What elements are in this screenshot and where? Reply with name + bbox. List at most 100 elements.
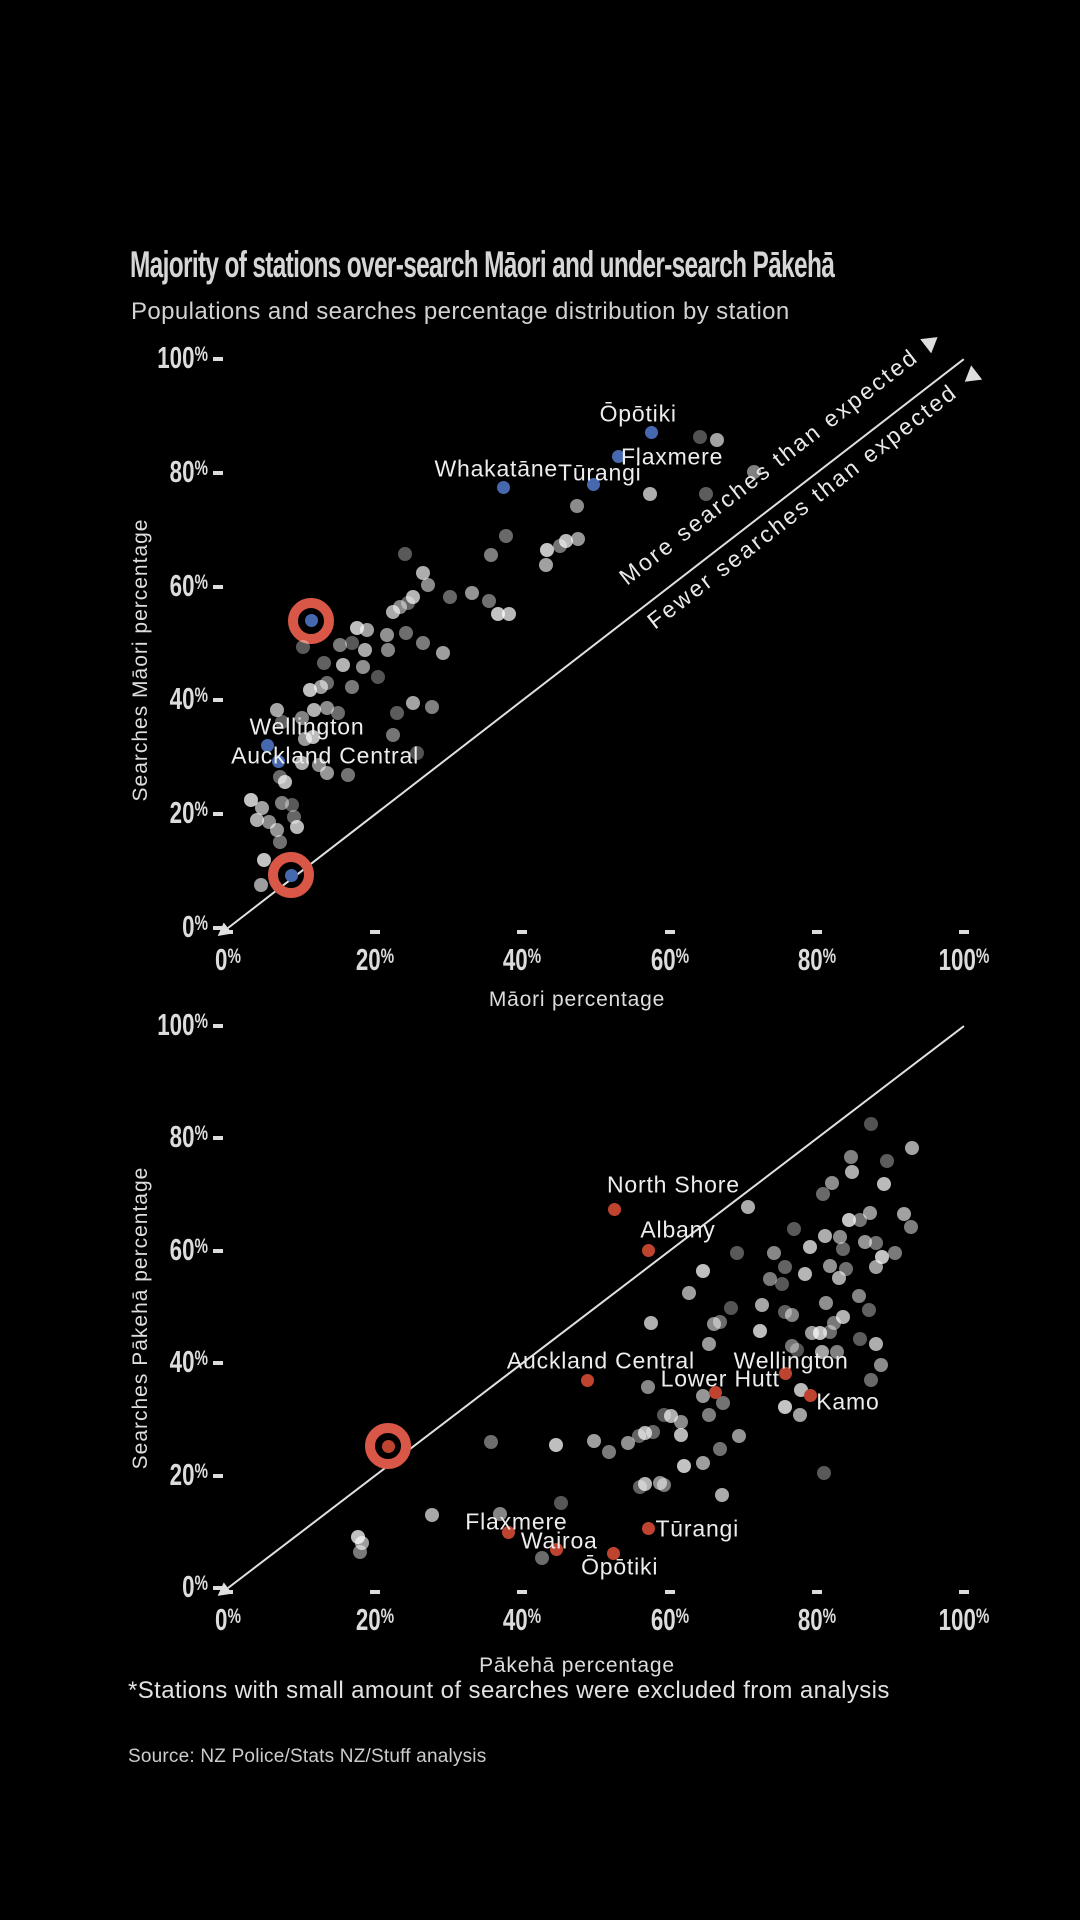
source-credit: Source: NZ Police/Stats NZ/Stuff analysi… (128, 1746, 487, 1767)
scatter-point (553, 1496, 568, 1511)
x-tick-mark (517, 930, 528, 934)
scatter-point (602, 1444, 617, 1459)
scatter-point (862, 1206, 877, 1221)
x-tick-label: 100% (938, 1602, 990, 1637)
scatter-point (483, 1434, 498, 1449)
station-point (804, 1389, 818, 1403)
percent-sign: % (194, 1122, 209, 1146)
station-label: Flaxmere (620, 443, 724, 470)
scatter-point (345, 679, 360, 694)
y-tick-label: 0% (182, 1569, 208, 1604)
scatter-point (873, 1357, 888, 1372)
x-tick-mark (517, 1590, 528, 1594)
scatter-point (320, 766, 335, 781)
y-axis-title-pakeha: Searches Pākehā percentage (129, 1166, 152, 1470)
station-label: Lower Hutt (660, 1365, 780, 1392)
scatter-point (775, 1276, 790, 1291)
x-tick-label: 100% (938, 942, 990, 977)
y-tick-mark (213, 1586, 223, 1590)
station-point (501, 1526, 515, 1540)
scatter-point (740, 1199, 755, 1214)
scatter-point (335, 658, 350, 673)
scatter-point (380, 642, 395, 657)
scatter-point (277, 774, 292, 789)
station-point (642, 1244, 656, 1258)
scatter-point (354, 1536, 369, 1551)
scatter-point (676, 1459, 691, 1474)
scatter-point (868, 1337, 883, 1352)
scatter-point (682, 1285, 697, 1300)
scatter-point (868, 1260, 883, 1275)
percent-sign: % (194, 1234, 209, 1258)
x-tick-label: 20% (356, 942, 395, 977)
scatter-point (357, 642, 372, 657)
percent-sign: % (975, 945, 990, 968)
station-label: Kamo (816, 1388, 880, 1415)
scatter-point (754, 1297, 769, 1312)
x-axis-title-maori: Māori percentage (488, 988, 666, 1011)
scatter-point (379, 627, 394, 642)
percent-sign: % (528, 945, 542, 968)
scatter-point (816, 1187, 831, 1202)
station-label: Auckland Central (506, 1347, 695, 1374)
highlighted-point (381, 1439, 395, 1453)
scatter-point (835, 1242, 850, 1257)
scatter-point (746, 465, 761, 480)
highlight-ring (288, 597, 335, 644)
x-tick-mark (811, 930, 822, 934)
scatter-point (332, 638, 347, 653)
station-point (271, 754, 285, 768)
scatter-point (344, 635, 359, 650)
scatter-point (786, 1221, 801, 1236)
scatter-point (302, 683, 317, 698)
scatter-point (481, 593, 496, 608)
scatter-point (778, 1400, 793, 1415)
highlight-ring (365, 1423, 412, 1470)
station-point (778, 1367, 792, 1381)
scatter-point (483, 547, 498, 562)
scatter-point (731, 1429, 746, 1444)
x-tick-mark (959, 930, 969, 934)
scatter-point (272, 835, 287, 850)
scatter-point (833, 1229, 848, 1244)
scatter-point (330, 705, 345, 720)
x-tick-label: 40% (503, 1602, 542, 1637)
scatter-point (814, 1344, 829, 1359)
percent-sign: % (675, 1605, 689, 1628)
scatter-point (424, 1507, 439, 1522)
scatter-point (270, 703, 285, 718)
station-point (587, 478, 601, 492)
scatter-point (702, 1337, 717, 1352)
scatter-point (852, 1288, 867, 1303)
scatter-point (424, 700, 439, 715)
station-label: Tūrangi (655, 1515, 740, 1542)
scatter-point (317, 655, 332, 670)
station-label: Whakatāne (434, 455, 559, 482)
station-label: Ōpōtiki (599, 400, 677, 427)
scatter-point (502, 606, 517, 621)
scatter-point (702, 1407, 717, 1422)
scatter-point (853, 1212, 868, 1227)
x-tick-label: 60% (650, 942, 689, 977)
scatter-point (534, 1551, 549, 1566)
percent-sign: % (194, 798, 209, 822)
percent-sign: % (194, 1010, 209, 1033)
scatter-point (538, 557, 553, 572)
scatter-point (644, 1315, 659, 1330)
scatter-point (285, 798, 300, 813)
scatter-point (254, 877, 269, 892)
scatter-point (706, 1316, 721, 1331)
scatter-point (696, 1456, 711, 1471)
percent-sign: % (194, 1459, 209, 1483)
scatter-point (653, 1475, 668, 1490)
scatter-point (729, 1246, 744, 1261)
page-title: Majority of stations over-search Māori a… (130, 244, 835, 285)
scatter-point (393, 600, 408, 615)
scatter-point (845, 1165, 860, 1180)
station-label: Wairoa (520, 1527, 598, 1554)
scatter-point (410, 745, 425, 760)
x-tick-mark (664, 1590, 675, 1594)
scatter-point (416, 635, 431, 650)
y-tick-mark (213, 584, 223, 589)
